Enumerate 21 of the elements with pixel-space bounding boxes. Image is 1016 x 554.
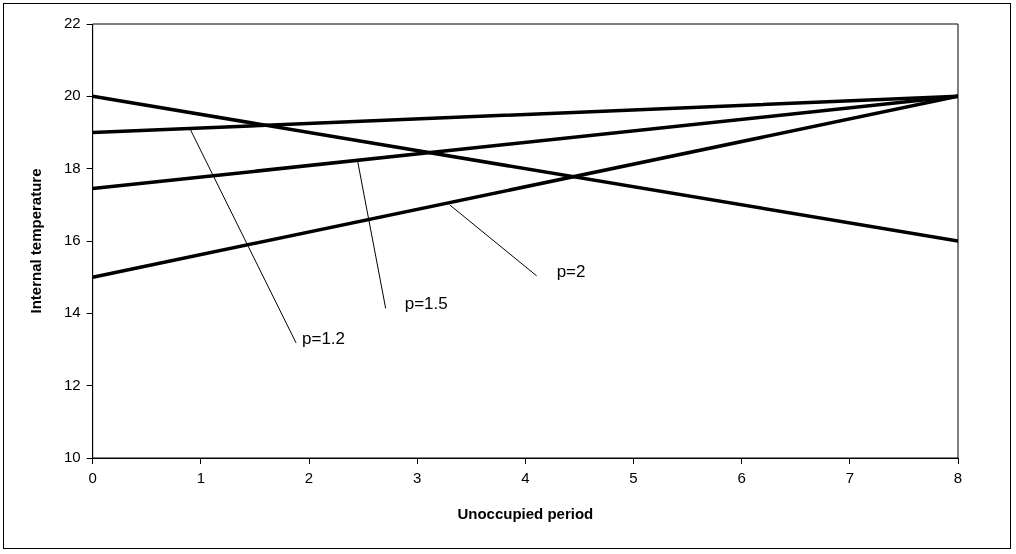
y-tick-label: 16 bbox=[64, 231, 81, 249]
x-tick-label: 4 bbox=[521, 469, 530, 487]
x-tick-label: 8 bbox=[953, 469, 963, 487]
annotation: p=1.2 bbox=[302, 328, 346, 348]
y-tick-label: 12 bbox=[64, 375, 81, 393]
x-tick-label: 5 bbox=[629, 469, 638, 487]
x-tick-label: 2 bbox=[304, 469, 314, 487]
x-tick-label: 3 bbox=[413, 469, 422, 487]
x-tick-label: 7 bbox=[845, 469, 855, 487]
x-axis-title: Unoccupied period bbox=[457, 505, 594, 523]
y-tick-label: 20 bbox=[64, 86, 81, 104]
x-tick-label: 1 bbox=[196, 469, 206, 487]
y-tick-label: 14 bbox=[64, 303, 81, 321]
x-tick-label: 6 bbox=[737, 469, 746, 487]
y-tick-label: 18 bbox=[64, 158, 81, 176]
y-axis-title: Internal temperature bbox=[27, 168, 45, 314]
x-tick-label: 0 bbox=[88, 469, 97, 487]
annotation: p=2 bbox=[556, 261, 586, 281]
y-tick-label: 10 bbox=[64, 448, 81, 466]
annotation: p=1.5 bbox=[404, 294, 448, 314]
y-tick-label: 22 bbox=[64, 14, 81, 32]
